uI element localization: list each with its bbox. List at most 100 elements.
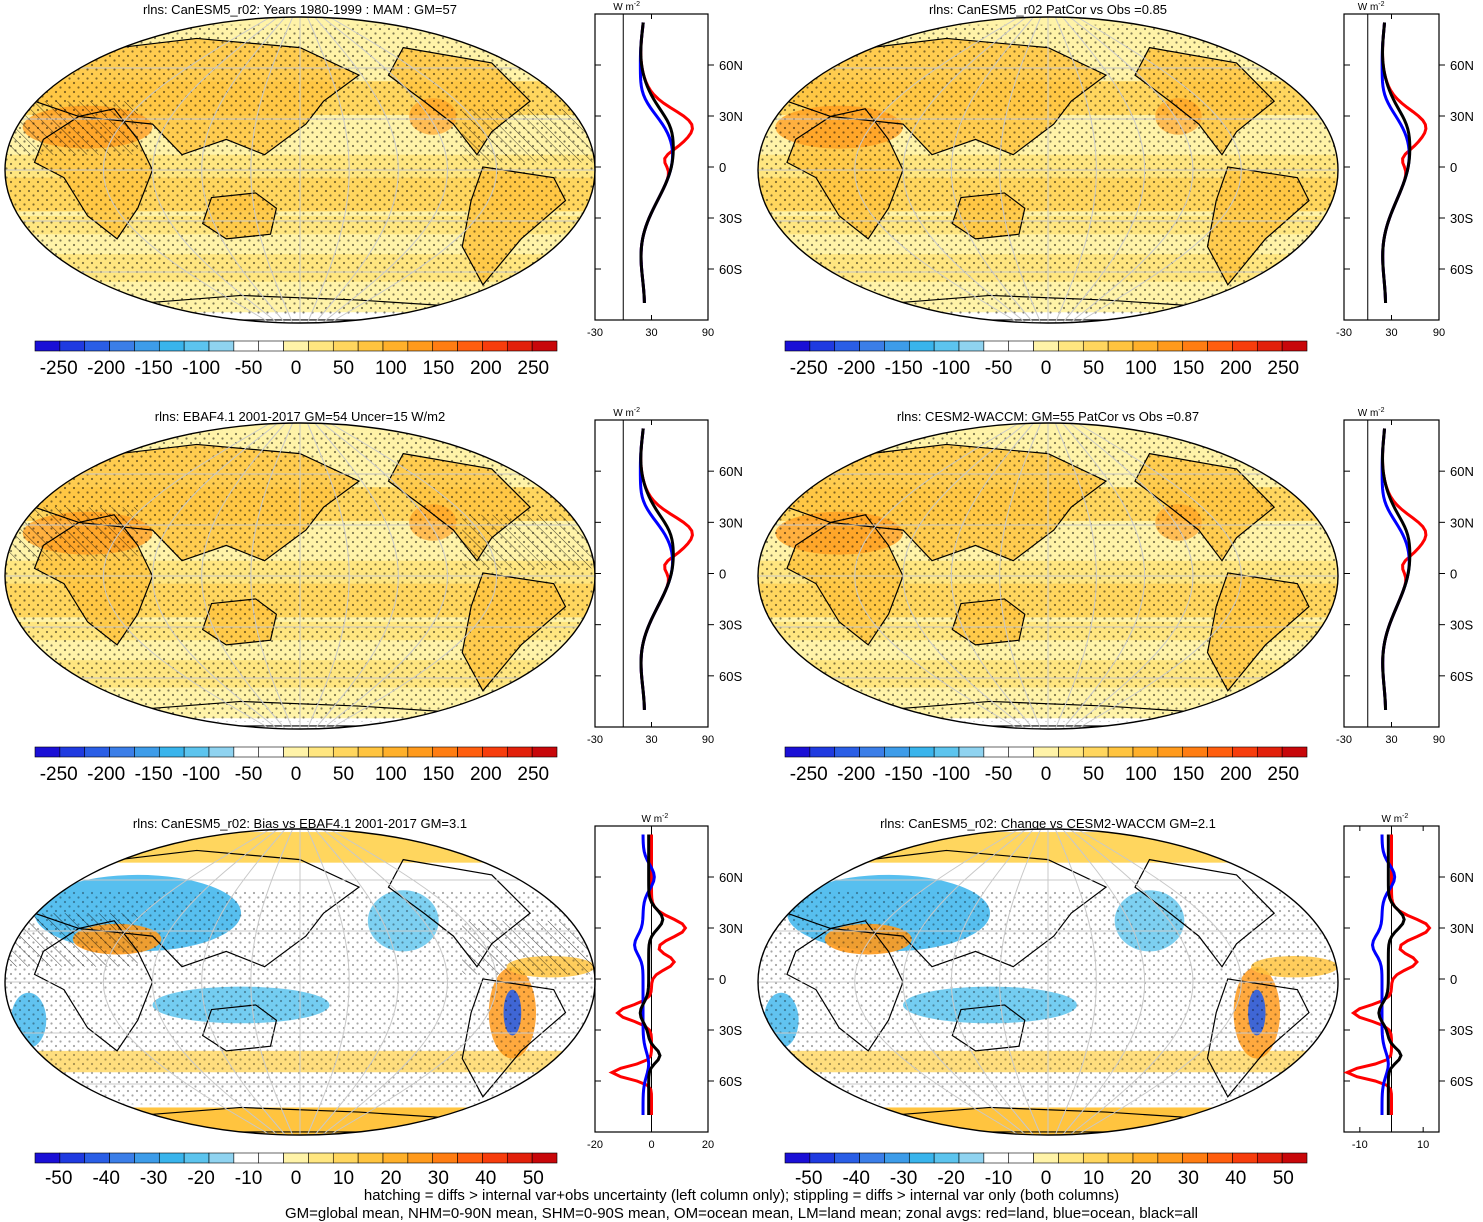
colorbar-swatch (1033, 1152, 1059, 1164)
zonal-x-label: 10 (1417, 1139, 1429, 1151)
zonal-lat-label: 60N (1450, 464, 1474, 479)
colorbar-swatch (1232, 1152, 1258, 1164)
colorbar-swatch (784, 1152, 811, 1164)
colorbar-tick-label: -250 (40, 358, 78, 379)
coastline (786, 443, 1108, 562)
graticule-meridian (902, 829, 1027, 1135)
coastline (33, 849, 361, 968)
colorbar-swatch (457, 1152, 483, 1164)
colorbar-tick-label: 200 (1220, 358, 1252, 379)
colorbar-swatch (1281, 1152, 1308, 1164)
graticule (758, 829, 1338, 1135)
colorbar-tick-label: 200 (470, 358, 502, 379)
zonal-unit-exponent: -2 (662, 813, 668, 820)
graticule-meridian (1054, 829, 1097, 1135)
graticule-meridian (329, 423, 498, 729)
colorbar-tick-label: -200 (87, 764, 125, 785)
colorbar-swatch (382, 1152, 409, 1164)
zonal-lat-label: 0 (719, 160, 726, 175)
colorbar-swatch (1058, 1152, 1084, 1164)
colorbar-swatch (233, 1152, 260, 1164)
colorbar-swatch (357, 1152, 384, 1164)
zonal-unit-label: W m-2 (613, 1, 640, 13)
colorbar-swatch (859, 340, 885, 352)
colorbar-tick-label: 10 (1083, 1168, 1104, 1189)
zonal-frame (594, 13, 709, 321)
colorbar-tick-label: 20 (380, 1168, 401, 1189)
colorbar-swatch (506, 340, 533, 352)
colorbar-tick-label: -200 (87, 358, 125, 379)
colorbar-tick-label: 50 (333, 358, 354, 379)
coastline (33, 443, 361, 562)
colorbar-swatch (357, 746, 384, 758)
colorbar-tick-label: -200 (837, 358, 875, 379)
map-hatching (5, 101, 138, 155)
colorbar-tick-label: -150 (885, 764, 923, 785)
zonal-x-label: -10 (1352, 1139, 1368, 1151)
colorbar-swatch (1256, 746, 1283, 758)
colorbar-swatch (134, 340, 160, 352)
zonal-unit-exponent: -2 (1378, 407, 1384, 414)
zonal-unit-label: W m-2 (613, 407, 640, 419)
colorbar-tick-label: 50 (1273, 1168, 1294, 1189)
colorbar-swatch (809, 1152, 836, 1164)
map-border (757, 422, 1339, 730)
graticule-meridian (151, 829, 279, 1135)
coastline (33, 514, 154, 646)
graticule-meridian (999, 17, 1042, 323)
zonal-lat-label: 60S (719, 262, 742, 277)
colorbar-swatch (1207, 1152, 1233, 1164)
colorbar-swatch (59, 746, 86, 758)
colorbar-tick-label: -20 (187, 1168, 214, 1189)
colorbar-tick-label: 10 (333, 1168, 354, 1189)
colorbar-swatch (1182, 1152, 1208, 1164)
graticule-meridian (1069, 423, 1194, 729)
colorbar-swatch (1033, 746, 1059, 758)
colorbar-tick-label: 150 (1173, 764, 1205, 785)
colorbar-swatch (109, 1152, 135, 1164)
colorbar-tick-label: 0 (291, 1168, 302, 1189)
colorbar-swatch (983, 1152, 1010, 1164)
colorbar-swatch (432, 746, 458, 758)
colorbar-swatch (1232, 340, 1258, 352)
colorbar-tick-label: -100 (932, 764, 970, 785)
panels-group: rlns: CanESM5_r02: Years 1980-1999 : MAM… (4, 1, 1474, 1189)
zonal-unit-label: W m-2 (1382, 813, 1409, 825)
zonal-lat-label: 30S (719, 618, 742, 633)
zonal-x-label: 90 (702, 327, 714, 339)
zonal-lat-label: 30S (719, 211, 742, 226)
footnote-line-1: hatching = diffs > internal var+obs unce… (363, 1187, 1120, 1204)
colorbar-tick-label: 0 (1041, 764, 1052, 785)
colorbar-swatch (183, 1152, 210, 1164)
colorbar-tick-label: 150 (423, 358, 455, 379)
colorbar-swatch (34, 746, 61, 758)
zonal-x-label: 30 (1385, 327, 1397, 339)
coastline (1206, 978, 1310, 1098)
zonal-lat-label: 60S (719, 1074, 742, 1089)
zonal-lat-label: 60N (1450, 870, 1474, 885)
colorbar-tick-label: -50 (235, 764, 262, 785)
colorbar-swatch (531, 340, 558, 352)
coastline (461, 572, 567, 692)
colorbar-swatch (208, 1152, 235, 1164)
colorbar-tick-label: 100 (1125, 358, 1157, 379)
colorbar-swatch (1008, 1152, 1034, 1164)
zonal-lat-label: 60N (719, 870, 743, 885)
graticule (758, 17, 1338, 323)
zonal-unit-exponent: -2 (634, 407, 640, 414)
zonal-line-all (638, 834, 665, 1115)
colorbar-swatch (933, 340, 960, 352)
coastline (786, 37, 1108, 156)
colorbar-swatch (1157, 1152, 1184, 1164)
colorbar-tick-label: 250 (1267, 358, 1299, 379)
graticule-meridian (1069, 17, 1194, 323)
zonal-frame (594, 419, 709, 728)
coastline (33, 37, 361, 156)
colorbar-swatch (1008, 340, 1034, 352)
zonal-lat-label: 60N (719, 58, 743, 73)
zonal-lat-label: 60S (1450, 1074, 1473, 1089)
zonal-x-label: 90 (1433, 734, 1445, 746)
zonal-lat-label: 30S (1450, 1023, 1473, 1038)
zonal-line-land (1381, 428, 1428, 710)
